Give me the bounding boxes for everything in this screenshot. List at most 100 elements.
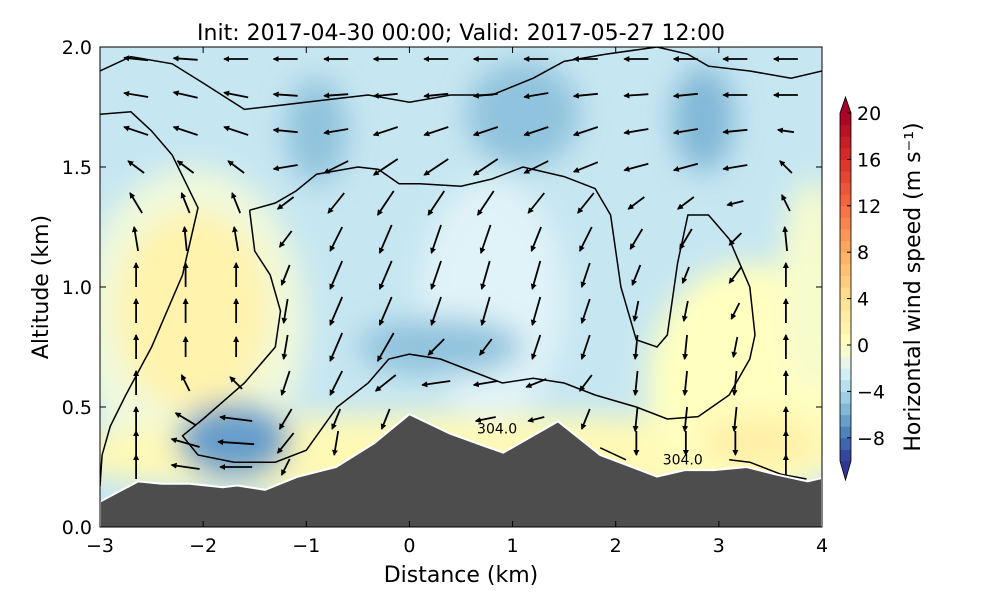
y-axis-label: Altitude (km) bbox=[29, 215, 54, 359]
contour-line bbox=[599, 447, 627, 461]
wind-arrow bbox=[372, 158, 399, 176]
colorbar-band bbox=[840, 287, 851, 300]
wind-arrow bbox=[722, 164, 748, 172]
wind-arrow bbox=[530, 226, 542, 252]
wind-arrow bbox=[480, 260, 491, 290]
x-tick-label: 3 bbox=[713, 535, 725, 557]
wind-arrow bbox=[376, 332, 395, 362]
wind-arrow bbox=[127, 160, 145, 174]
wind-arrow bbox=[278, 408, 293, 430]
colorbar-band bbox=[840, 437, 851, 450]
y-tick-label: 0.0 bbox=[62, 517, 92, 539]
wind-arrow bbox=[170, 462, 200, 470]
wind-arrow bbox=[372, 92, 398, 99]
terrain bbox=[100, 413, 822, 527]
wind-arrow bbox=[472, 380, 498, 388]
wind-arrow bbox=[131, 226, 139, 252]
y-tick-label: 1.0 bbox=[62, 277, 92, 299]
wind-arrow bbox=[572, 126, 599, 137]
wind-arrow bbox=[374, 374, 397, 392]
wind-arrow bbox=[430, 296, 442, 326]
contour-line bbox=[100, 47, 822, 111]
colorbar-tick-label: 12 bbox=[857, 196, 881, 218]
colorbar-band bbox=[840, 356, 851, 369]
wind-arrow bbox=[323, 160, 349, 174]
y-tick-label: 1.5 bbox=[62, 157, 92, 179]
colorbar-band bbox=[840, 403, 851, 416]
wind-arrow bbox=[782, 226, 789, 252]
colorbar-band bbox=[840, 275, 851, 288]
contour-label: 304.0 bbox=[663, 453, 703, 469]
field-blob bbox=[466, 61, 580, 168]
y-tick-label: 2.0 bbox=[62, 37, 92, 59]
wind-arrow bbox=[170, 437, 200, 448]
wind-arrow bbox=[779, 160, 793, 174]
wind-arrow bbox=[726, 200, 744, 207]
wind-arrow bbox=[372, 126, 398, 137]
wind-arrow bbox=[472, 158, 499, 176]
wind-arrow bbox=[229, 376, 243, 390]
wind-arrow bbox=[474, 416, 496, 423]
wind-arrow bbox=[781, 194, 791, 212]
colorbar-tick-label: 8 bbox=[857, 242, 869, 264]
wind-arrow bbox=[682, 334, 689, 360]
wind-arrow bbox=[423, 126, 449, 137]
wind-arrow bbox=[682, 406, 689, 432]
colorbar-extend-max bbox=[840, 97, 851, 113]
colorbar-band bbox=[840, 217, 851, 230]
contour-labels: 304.0 304.0 bbox=[477, 421, 703, 468]
colorbar-label: Horizontal wind speed (m s⁻¹) bbox=[901, 122, 926, 451]
colorbar-band bbox=[840, 159, 851, 172]
wind-arrow bbox=[776, 127, 795, 134]
wind-arrow bbox=[479, 224, 492, 254]
wind-arrow bbox=[331, 408, 342, 430]
wind-arrow bbox=[329, 226, 344, 252]
wind-arrow bbox=[632, 406, 639, 432]
colorbar-extend-min bbox=[840, 461, 851, 480]
wind-arrow bbox=[472, 126, 499, 137]
colorbar-tick-label: 0 bbox=[857, 335, 869, 357]
colorbar-tick-label: −4 bbox=[857, 381, 885, 403]
wind-arrow bbox=[423, 158, 449, 176]
colorbar-band bbox=[840, 368, 851, 381]
colorbar-tick-label: 20 bbox=[857, 103, 881, 125]
wind-arrow bbox=[219, 414, 253, 422]
x-tick-label: 4 bbox=[816, 535, 828, 557]
wind-arrow bbox=[272, 127, 298, 134]
wind-arrow bbox=[276, 196, 295, 210]
wind-arrow bbox=[172, 90, 198, 99]
wind-arrow bbox=[223, 90, 249, 99]
colorbar-band bbox=[840, 194, 851, 207]
wind-arrow bbox=[172, 55, 198, 62]
wind-arrow bbox=[530, 260, 542, 290]
field-blob bbox=[698, 414, 822, 472]
wind-arrow bbox=[472, 92, 498, 99]
field-blob bbox=[780, 179, 822, 395]
y-tick-label: 0.5 bbox=[62, 397, 92, 419]
wind-arrow bbox=[280, 458, 291, 476]
colorbar-band bbox=[840, 449, 851, 462]
colorbar-band bbox=[840, 310, 851, 323]
wind-arrow bbox=[272, 91, 298, 98]
wind-arrow bbox=[623, 92, 649, 99]
wind-arrow bbox=[527, 416, 545, 423]
wind-arrow bbox=[578, 226, 593, 252]
contour-line bbox=[181, 166, 756, 463]
wind-arrow bbox=[378, 224, 393, 254]
wind-arrow bbox=[677, 196, 695, 210]
field-blob bbox=[115, 210, 271, 412]
colorbar-band bbox=[840, 124, 851, 137]
wind-arrow bbox=[280, 264, 291, 286]
wind-arrow bbox=[223, 125, 249, 136]
colorbar-band bbox=[840, 113, 851, 126]
wind-arrow bbox=[672, 92, 698, 99]
wind-arrow bbox=[423, 92, 449, 99]
wind-arrow bbox=[525, 378, 547, 388]
wind-arrow bbox=[627, 196, 645, 210]
wind-arrow bbox=[329, 332, 344, 362]
wind-arrow bbox=[280, 370, 291, 396]
wind-arrow bbox=[523, 126, 549, 137]
colorbar-tick-label: 4 bbox=[857, 289, 869, 311]
wind-arrow bbox=[523, 160, 549, 174]
